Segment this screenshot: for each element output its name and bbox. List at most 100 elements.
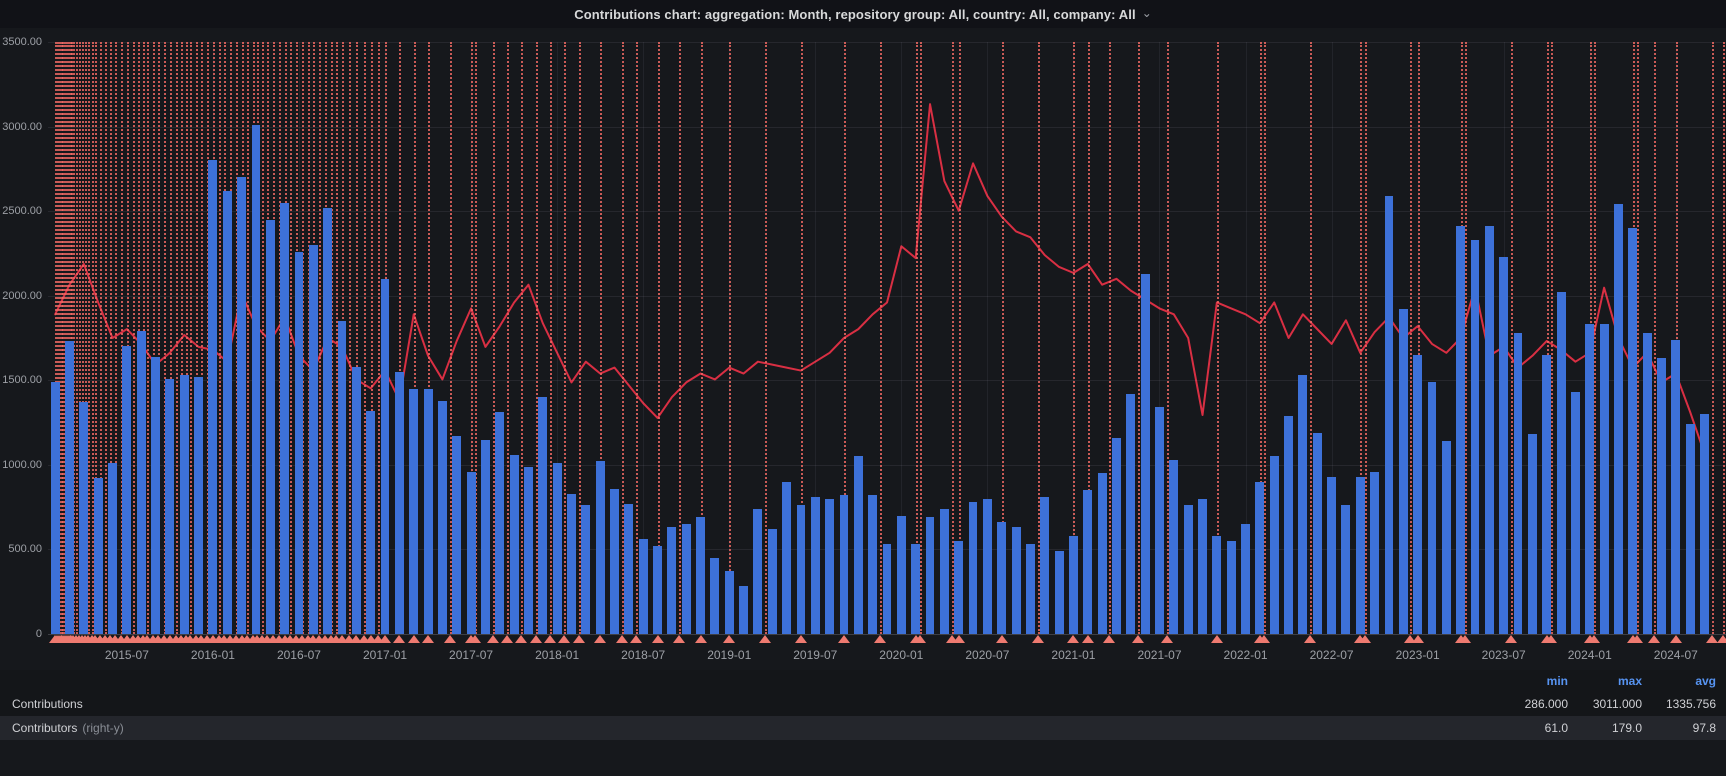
contributions-bar[interactable] <box>1155 407 1164 634</box>
chevron-down-icon[interactable]: ⌄ <box>1141 5 1152 20</box>
contributions-bar[interactable] <box>1671 339 1681 634</box>
annotation-marker-icon[interactable] <box>1404 635 1417 643</box>
contributions-bar[interactable] <box>1499 256 1509 634</box>
contributions-bar[interactable] <box>1255 481 1265 634</box>
contributions-bar[interactable] <box>1700 414 1709 634</box>
contributions-bar[interactable] <box>739 585 749 634</box>
contributions-bar[interactable] <box>767 529 777 634</box>
contributions-bar[interactable] <box>323 207 333 634</box>
contributions-bar[interactable] <box>1685 424 1695 634</box>
contributions-bar[interactable] <box>1312 432 1322 634</box>
contributions-bar[interactable] <box>308 244 318 634</box>
annotation-marker-icon[interactable] <box>371 635 384 643</box>
annotation-marker-icon[interactable] <box>615 635 628 643</box>
contributions-bar[interactable] <box>624 503 634 634</box>
contributions-bar[interactable] <box>638 539 648 634</box>
contributions-bar[interactable] <box>208 160 218 634</box>
contributions-bar[interactable] <box>1456 226 1466 634</box>
contributions-bar[interactable] <box>1370 471 1380 634</box>
contributions-bar[interactable] <box>452 436 462 634</box>
annotation-marker-icon[interactable] <box>673 635 686 643</box>
annotation-marker-icon[interactable] <box>995 635 1008 643</box>
annotation-marker-icon[interactable] <box>952 635 965 643</box>
annotation-marker-icon[interactable] <box>1669 635 1682 643</box>
annotation-marker-icon[interactable] <box>1648 635 1661 643</box>
contributions-bar[interactable] <box>1097 473 1107 634</box>
contributions-bar[interactable] <box>1054 551 1064 634</box>
annotation-marker-icon[interactable] <box>1131 635 1144 643</box>
contributions-bar[interactable] <box>1628 228 1638 634</box>
annotation-marker-icon[interactable] <box>1304 635 1317 643</box>
chart-area[interactable]: 3500.00 3000.00 2500.00 2000.00 1500.00 1000.… <box>0 28 1726 670</box>
contributions-bar[interactable] <box>1226 540 1236 634</box>
annotation-marker-icon[interactable] <box>1067 635 1080 643</box>
contributions-bar[interactable] <box>839 495 849 634</box>
contributions-bar[interactable] <box>1470 239 1480 634</box>
annotation-marker-icon[interactable] <box>1258 635 1271 643</box>
contributions-bar[interactable] <box>1570 392 1580 634</box>
contributions-bar[interactable] <box>1556 292 1566 634</box>
contributions-bar[interactable] <box>50 381 60 634</box>
contributions-bar[interactable] <box>681 524 691 634</box>
contributions-bar[interactable] <box>954 540 964 634</box>
annotation-marker-icon[interactable] <box>1717 635 1726 643</box>
contributions-bar[interactable] <box>179 375 189 634</box>
contributions-bar[interactable] <box>1542 354 1552 634</box>
annotation-marker-icon[interactable] <box>422 635 435 643</box>
contributions-bar[interactable] <box>524 466 533 634</box>
contributions-bar[interactable] <box>1599 324 1609 634</box>
annotation-marker-icon[interactable] <box>837 635 850 643</box>
contributions-bar[interactable] <box>351 366 361 634</box>
contributions-bar[interactable] <box>1613 204 1623 634</box>
contributions-bar[interactable] <box>1169 459 1179 634</box>
contributions-bar[interactable] <box>581 505 591 634</box>
contributions-bar[interactable] <box>939 508 949 634</box>
annotation-marker-icon[interactable] <box>1458 635 1471 643</box>
contributions-bar[interactable] <box>1585 324 1595 634</box>
contributions-bar[interactable] <box>1384 195 1394 634</box>
contributions-bar[interactable] <box>968 502 978 634</box>
contributions-bar[interactable] <box>1083 490 1093 634</box>
contributions-bar[interactable] <box>667 527 677 634</box>
contributions-bar[interactable] <box>552 463 562 634</box>
contributions-bar[interactable] <box>509 454 519 634</box>
annotation-marker-icon[interactable] <box>357 635 370 643</box>
contributions-bar[interactable] <box>782 481 792 634</box>
annotation-marker-icon[interactable] <box>651 635 664 643</box>
contributions-bar[interactable] <box>1040 497 1050 634</box>
legend-stat-header-min[interactable]: min <box>1546 674 1568 688</box>
contributions-bar[interactable] <box>1241 524 1250 634</box>
annotation-marker-icon[interactable] <box>1504 635 1517 643</box>
annotation-marker-icon[interactable] <box>350 635 363 643</box>
contributions-bar[interactable] <box>653 546 662 634</box>
contributions-bar[interactable] <box>538 397 548 634</box>
contributions-bar[interactable] <box>1298 375 1308 634</box>
contributions-bar[interactable] <box>222 190 232 634</box>
contributions-bar[interactable] <box>1198 498 1207 634</box>
contributions-bar[interactable] <box>437 400 447 634</box>
annotation-marker-icon[interactable] <box>913 635 926 643</box>
annotation-marker-icon[interactable] <box>515 635 528 643</box>
contributions-bar[interactable] <box>753 508 763 634</box>
annotation-marker-icon[interactable] <box>407 635 420 643</box>
legend-series-label[interactable]: Contributors <box>12 721 78 735</box>
contributions-bar[interactable] <box>1527 434 1537 634</box>
contributions-bar[interactable] <box>151 356 160 634</box>
annotation-marker-icon[interactable] <box>500 635 513 643</box>
contributions-bar[interactable] <box>409 388 419 634</box>
contributions-bar[interactable] <box>1011 527 1021 634</box>
annotation-marker-icon[interactable] <box>1411 635 1424 643</box>
contributions-bar[interactable] <box>1355 476 1365 634</box>
contributions-bar[interactable] <box>1126 393 1136 634</box>
contributions-bar[interactable] <box>93 478 103 634</box>
contributions-bar[interactable] <box>480 439 490 634</box>
annotation-marker-icon[interactable] <box>529 635 542 643</box>
contributions-bar[interactable] <box>1327 476 1337 634</box>
contributions-bar[interactable] <box>495 412 505 634</box>
contributions-bar[interactable] <box>1341 505 1351 634</box>
annotation-marker-icon[interactable] <box>794 635 807 643</box>
annotation-marker-icon[interactable] <box>1081 635 1094 643</box>
contributions-bar[interactable] <box>1068 535 1078 634</box>
contributions-bar[interactable] <box>911 544 921 634</box>
contributions-bar[interactable] <box>1427 381 1437 634</box>
